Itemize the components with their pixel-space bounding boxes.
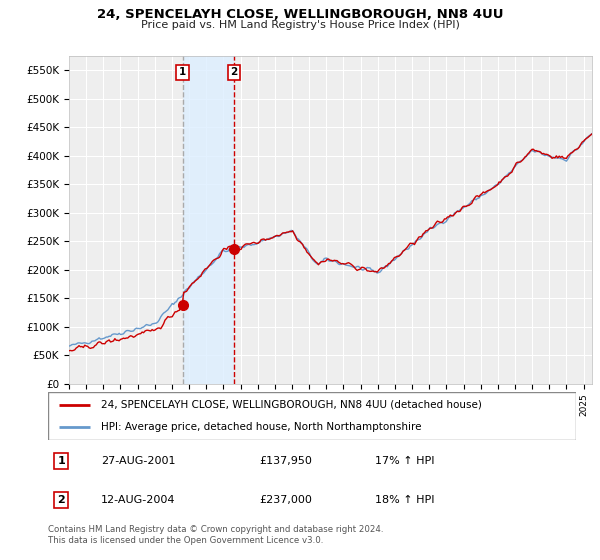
Text: 2: 2: [58, 495, 65, 505]
Text: £237,000: £237,000: [259, 495, 312, 505]
Text: 27-AUG-2001: 27-AUG-2001: [101, 456, 175, 466]
Text: Contains HM Land Registry data © Crown copyright and database right 2024.
This d: Contains HM Land Registry data © Crown c…: [48, 525, 383, 545]
Text: Price paid vs. HM Land Registry's House Price Index (HPI): Price paid vs. HM Land Registry's House …: [140, 20, 460, 30]
Bar: [182, 56, 234, 384]
Text: 24, SPENCELAYH CLOSE, WELLINGBOROUGH, NN8 4UU (detached house): 24, SPENCELAYH CLOSE, WELLINGBOROUGH, NN…: [101, 400, 482, 410]
Text: 17% ↑ HPI: 17% ↑ HPI: [376, 456, 435, 466]
Text: £137,950: £137,950: [259, 456, 312, 466]
Text: 2: 2: [230, 67, 238, 77]
Text: HPI: Average price, detached house, North Northamptonshire: HPI: Average price, detached house, Nort…: [101, 422, 421, 432]
Text: 1: 1: [58, 456, 65, 466]
Text: 24, SPENCELAYH CLOSE, WELLINGBOROUGH, NN8 4UU: 24, SPENCELAYH CLOSE, WELLINGBOROUGH, NN…: [97, 8, 503, 21]
Text: 18% ↑ HPI: 18% ↑ HPI: [376, 495, 435, 505]
FancyBboxPatch shape: [48, 392, 576, 440]
Text: 1: 1: [179, 67, 186, 77]
Text: 12-AUG-2004: 12-AUG-2004: [101, 495, 175, 505]
